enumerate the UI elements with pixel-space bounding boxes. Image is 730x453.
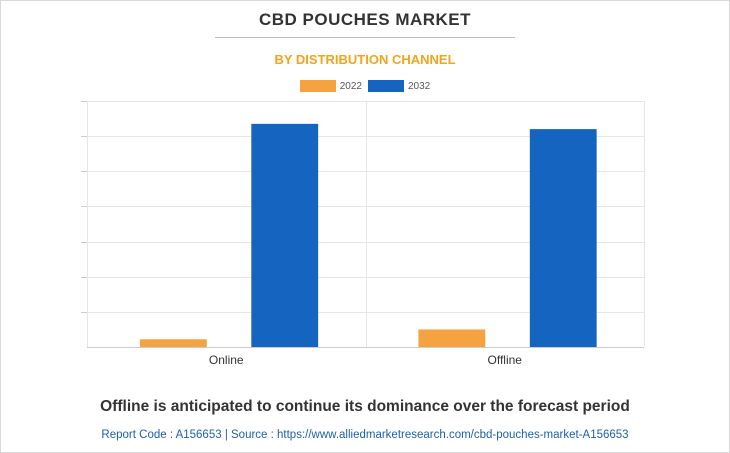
bar-2022-online [139, 339, 207, 347]
bar-2022-offline [418, 329, 486, 347]
legend: 2022 2032 [0, 80, 730, 92]
footer-headline: Offline is anticipated to continue its d… [100, 398, 630, 415]
legend-item-2022[interactable]: 2022 [299, 80, 362, 92]
title-divider [215, 37, 515, 38]
legend-swatch-2022 [299, 80, 336, 92]
legend-item-2032[interactable]: 2032 [368, 80, 430, 92]
x-tick-label-online: Online [209, 353, 244, 367]
legend-swatch-2032 [368, 80, 404, 92]
bar-2032-online [251, 123, 319, 347]
bar-2032-offline [529, 129, 597, 347]
x-tick-label-offline: Offline [488, 353, 523, 367]
legend-label-2032: 2032 [408, 80, 431, 92]
chart-subtitle: BY DISTRIBUTION CHANNEL [274, 52, 456, 67]
chart-title: CBD POUCHES MARKET [258, 10, 472, 29]
source-link[interactable]: Report Code : A156653 | Source : https:/… [101, 429, 629, 441]
legend-label-2022: 2022 [339, 80, 362, 92]
